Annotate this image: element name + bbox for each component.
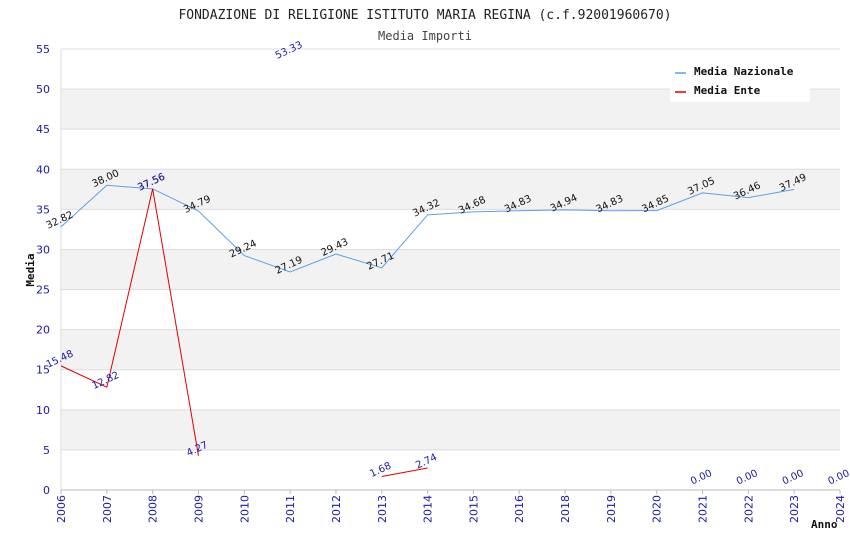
y-tick-label: 20 bbox=[36, 324, 50, 337]
x-tick-label: 2013 bbox=[376, 495, 389, 523]
grid-band bbox=[61, 169, 840, 210]
x-tick-label: 2024 bbox=[834, 495, 847, 523]
grid-band bbox=[61, 369, 840, 410]
x-tick-label: 2016 bbox=[513, 495, 526, 523]
x-tick-label: 2020 bbox=[651, 495, 664, 523]
y-tick-label: 30 bbox=[36, 243, 50, 256]
y-tick-label: 45 bbox=[36, 123, 50, 136]
x-tick-label: 2006 bbox=[55, 495, 68, 523]
legend-box bbox=[670, 60, 810, 102]
grid-band bbox=[61, 249, 840, 290]
series-line-media-nazionale bbox=[60, 184, 795, 273]
x-tick-label: 2018 bbox=[559, 495, 572, 523]
series-lines bbox=[60, 184, 795, 478]
x-tick-label: 2012 bbox=[330, 495, 343, 523]
x-tick-label: 2009 bbox=[192, 495, 205, 523]
chart-title: FONDAZIONE DI RELIGIONE ISTITUTO MARIA R… bbox=[178, 8, 671, 23]
y-tick-label: 50 bbox=[36, 83, 50, 96]
grid-band bbox=[61, 409, 840, 450]
grid-band bbox=[61, 289, 840, 330]
legend-label-media-ente: Media Ente bbox=[694, 84, 761, 97]
chart-subtitle: Media Importi bbox=[378, 29, 472, 43]
grid-band bbox=[61, 449, 840, 490]
x-tick-label: 2019 bbox=[605, 495, 618, 523]
x-tick-label: 2015 bbox=[467, 495, 480, 523]
x-tick-label: 2014 bbox=[422, 495, 435, 523]
y-tick-label: 35 bbox=[36, 203, 50, 216]
series-line-media-ente bbox=[381, 467, 428, 478]
background-bands bbox=[61, 49, 840, 490]
y-axis-label: Media bbox=[24, 253, 37, 286]
x-tick-label: 2011 bbox=[284, 495, 297, 523]
legend-label-media-nazionale: Media Nazionale bbox=[694, 65, 794, 78]
x-tick-label: 2008 bbox=[147, 495, 160, 523]
y-tick-labels: 0 5 10 15 20 25 30 35 40 45 50 55 bbox=[36, 43, 50, 497]
y-tick-label: 10 bbox=[36, 404, 50, 417]
y-tick-label: 5 bbox=[43, 444, 50, 457]
y-tick-label: 15 bbox=[36, 364, 50, 377]
x-tick-label: 2023 bbox=[788, 495, 801, 523]
x-tick-label: 2021 bbox=[697, 495, 710, 523]
grid-band bbox=[61, 129, 840, 170]
x-axis-label: Anno bbox=[811, 518, 838, 531]
x-tick-label: 2010 bbox=[238, 495, 251, 523]
y-tick-label: 40 bbox=[36, 163, 50, 176]
series-line-media-ente bbox=[60, 188, 199, 456]
x-tick-labels: 2006 2007 2008 2009 2010 2011 2012 2013 2014 2015… bbox=[55, 490, 847, 523]
y-tick-label: 55 bbox=[36, 43, 50, 56]
legend: Media Nazionale Media Ente bbox=[670, 60, 810, 102]
grid-band bbox=[61, 329, 840, 370]
x-tick-label: 2022 bbox=[742, 495, 755, 523]
y-tick-label: 25 bbox=[36, 284, 50, 297]
x-tick-label: 2007 bbox=[101, 495, 114, 523]
grid-band bbox=[61, 209, 840, 250]
y-tick-label: 0 bbox=[43, 484, 50, 497]
